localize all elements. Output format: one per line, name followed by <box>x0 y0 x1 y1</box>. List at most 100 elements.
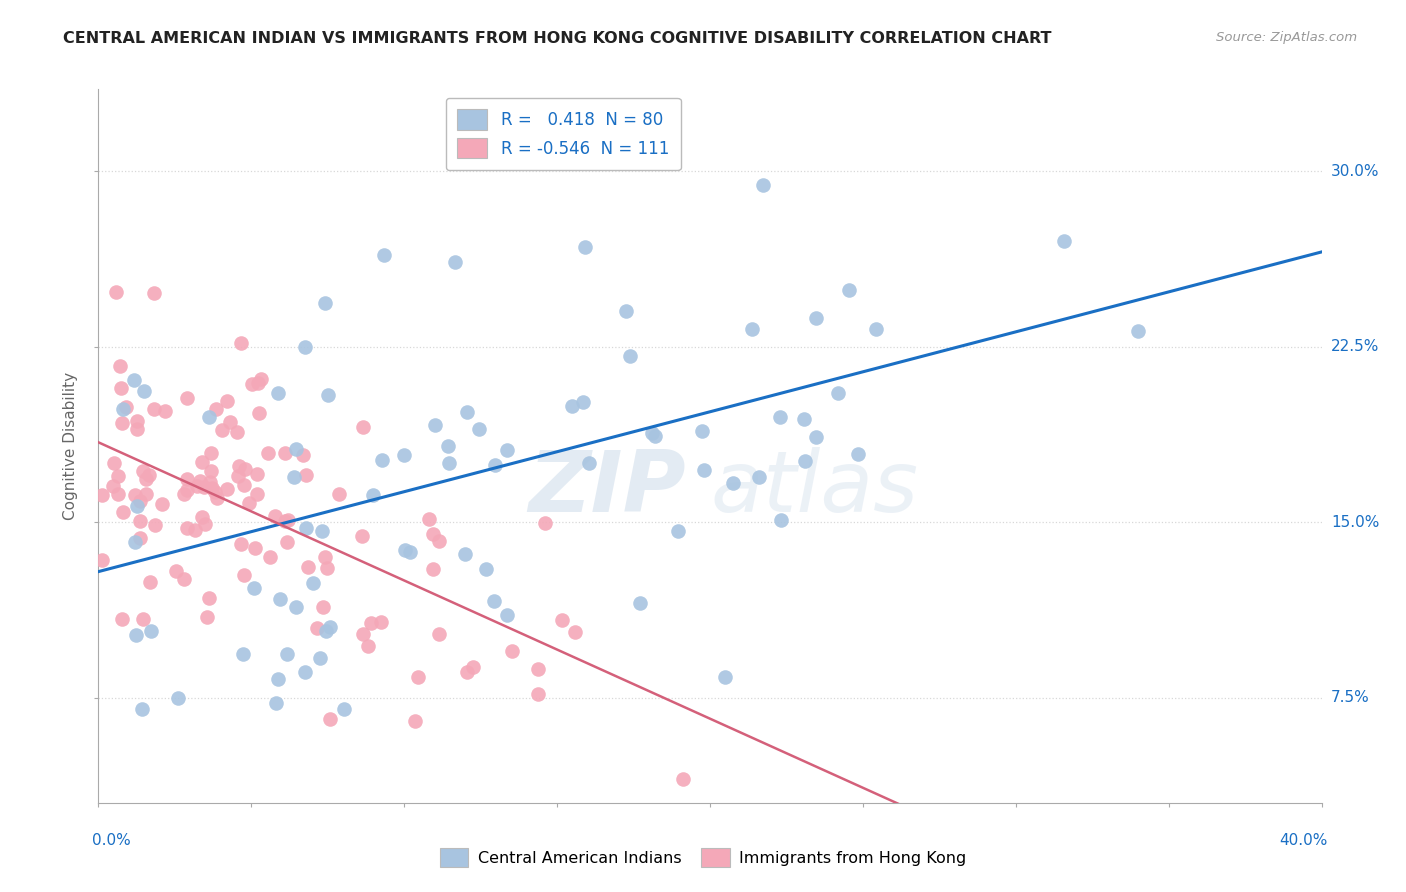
Point <box>1126 324 1149 338</box>
Point <box>246 376 269 390</box>
Point <box>191 509 214 524</box>
Point <box>422 527 444 541</box>
Point <box>129 494 152 508</box>
Point <box>276 648 298 662</box>
Point <box>215 394 238 409</box>
Point <box>475 562 498 576</box>
Point <box>193 480 215 494</box>
Point <box>394 543 416 558</box>
Point <box>496 143 519 157</box>
Point <box>111 612 134 626</box>
Point <box>551 613 574 627</box>
Point <box>198 409 221 424</box>
Point <box>184 524 207 538</box>
Point <box>127 499 149 513</box>
Point <box>207 491 229 505</box>
Point <box>217 482 239 496</box>
Point <box>247 406 270 420</box>
Point <box>200 464 222 478</box>
Point <box>103 456 125 470</box>
Point <box>793 454 815 468</box>
Point <box>249 372 271 386</box>
Point <box>131 702 153 716</box>
Text: 7.5%: 7.5% <box>1331 690 1369 705</box>
Point <box>394 448 416 462</box>
Point <box>804 430 827 444</box>
Point <box>291 448 314 462</box>
Text: 22.5%: 22.5% <box>1331 339 1379 354</box>
Point <box>129 532 152 546</box>
Point <box>124 487 146 501</box>
Point <box>418 512 440 526</box>
Point <box>135 472 157 486</box>
Point <box>565 105 588 120</box>
Point <box>437 456 460 470</box>
Point <box>496 607 519 622</box>
Point <box>769 513 792 527</box>
Point <box>232 567 254 582</box>
Point <box>427 627 450 641</box>
Point <box>128 514 150 528</box>
Point <box>283 469 305 483</box>
Point <box>191 455 214 469</box>
Point <box>91 488 114 502</box>
Point <box>1053 234 1076 248</box>
Point <box>132 464 155 478</box>
Point <box>266 672 288 686</box>
Point <box>107 469 129 483</box>
Point <box>127 414 149 428</box>
Point <box>314 296 336 310</box>
Point <box>838 283 860 297</box>
Point <box>527 662 550 676</box>
Point <box>226 425 249 439</box>
Point <box>748 470 770 484</box>
Point <box>311 524 333 538</box>
Point <box>125 422 148 436</box>
Point <box>672 772 695 787</box>
Point <box>138 467 160 482</box>
Point <box>200 446 222 460</box>
Point <box>226 468 249 483</box>
Point <box>399 544 422 558</box>
Point <box>534 516 557 531</box>
Point <box>143 285 166 300</box>
Point <box>263 508 285 523</box>
Point <box>294 340 316 354</box>
Point <box>690 424 713 438</box>
Point <box>305 621 328 635</box>
Point <box>139 624 162 639</box>
Point <box>229 537 252 551</box>
Point <box>628 596 651 610</box>
Point <box>370 453 392 467</box>
Point <box>233 478 256 492</box>
Point <box>297 559 319 574</box>
Point <box>269 591 291 606</box>
Point <box>91 553 114 567</box>
Point <box>644 429 666 443</box>
Point <box>316 561 339 575</box>
Point <box>352 529 374 543</box>
Point <box>243 541 266 555</box>
Point <box>769 409 792 424</box>
Point <box>468 422 491 436</box>
Point <box>259 550 281 565</box>
Point <box>188 474 211 488</box>
Point <box>173 487 195 501</box>
Point <box>527 687 550 701</box>
Point <box>456 665 478 679</box>
Point <box>176 521 198 535</box>
Point <box>456 405 478 419</box>
Point <box>328 486 350 500</box>
Point <box>107 487 129 501</box>
Point <box>461 660 484 674</box>
Point <box>361 488 384 502</box>
Text: CENTRAL AMERICAN INDIAN VS IMMIGRANTS FROM HONG KONG COGNITIVE DISABILITY CORREL: CENTRAL AMERICAN INDIAN VS IMMIGRANTS FR… <box>63 31 1052 46</box>
Point <box>232 647 254 661</box>
Point <box>257 446 280 460</box>
Point <box>360 615 382 630</box>
Point <box>124 627 146 641</box>
Point <box>574 239 596 253</box>
Point <box>115 401 138 415</box>
Point <box>315 624 337 638</box>
Point <box>143 518 166 533</box>
